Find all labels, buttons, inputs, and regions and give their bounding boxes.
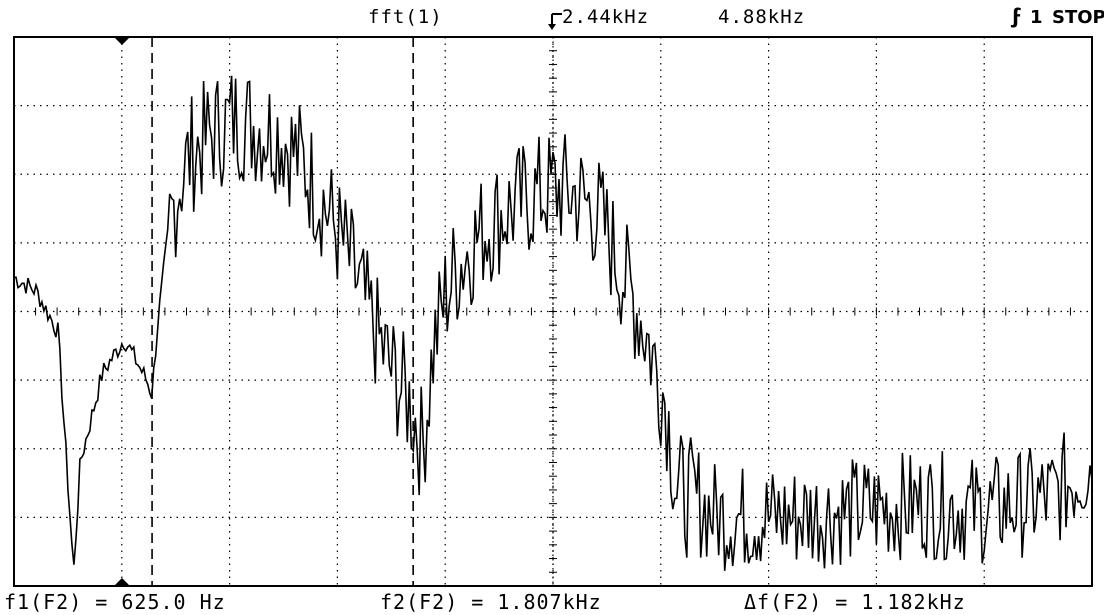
span-frequency: 4.88kHz <box>718 6 806 28</box>
fft-trace <box>13 75 1093 571</box>
f2-measurement: f2(F2) = 1.807kHz <box>380 590 602 614</box>
run-state: STOP <box>1052 7 1104 28</box>
center-frequency: 2.44kHz <box>562 6 650 28</box>
trigger-edge-icon: ϝ <box>1012 4 1023 28</box>
frequency-cursors <box>151 37 414 586</box>
center-marker-icon <box>548 13 562 30</box>
top-marker-triangle <box>114 37 130 45</box>
bottom-marker-triangle <box>114 578 130 586</box>
trigger-source: 1 <box>1030 7 1043 28</box>
f1-measurement: f1(F2) = 625.0 Hz <box>4 590 226 614</box>
graticule <box>13 36 1093 587</box>
source-label: fft(1) <box>368 6 443 28</box>
delta-f-measurement: Δf(F2) = 1.182kHz <box>744 590 966 614</box>
